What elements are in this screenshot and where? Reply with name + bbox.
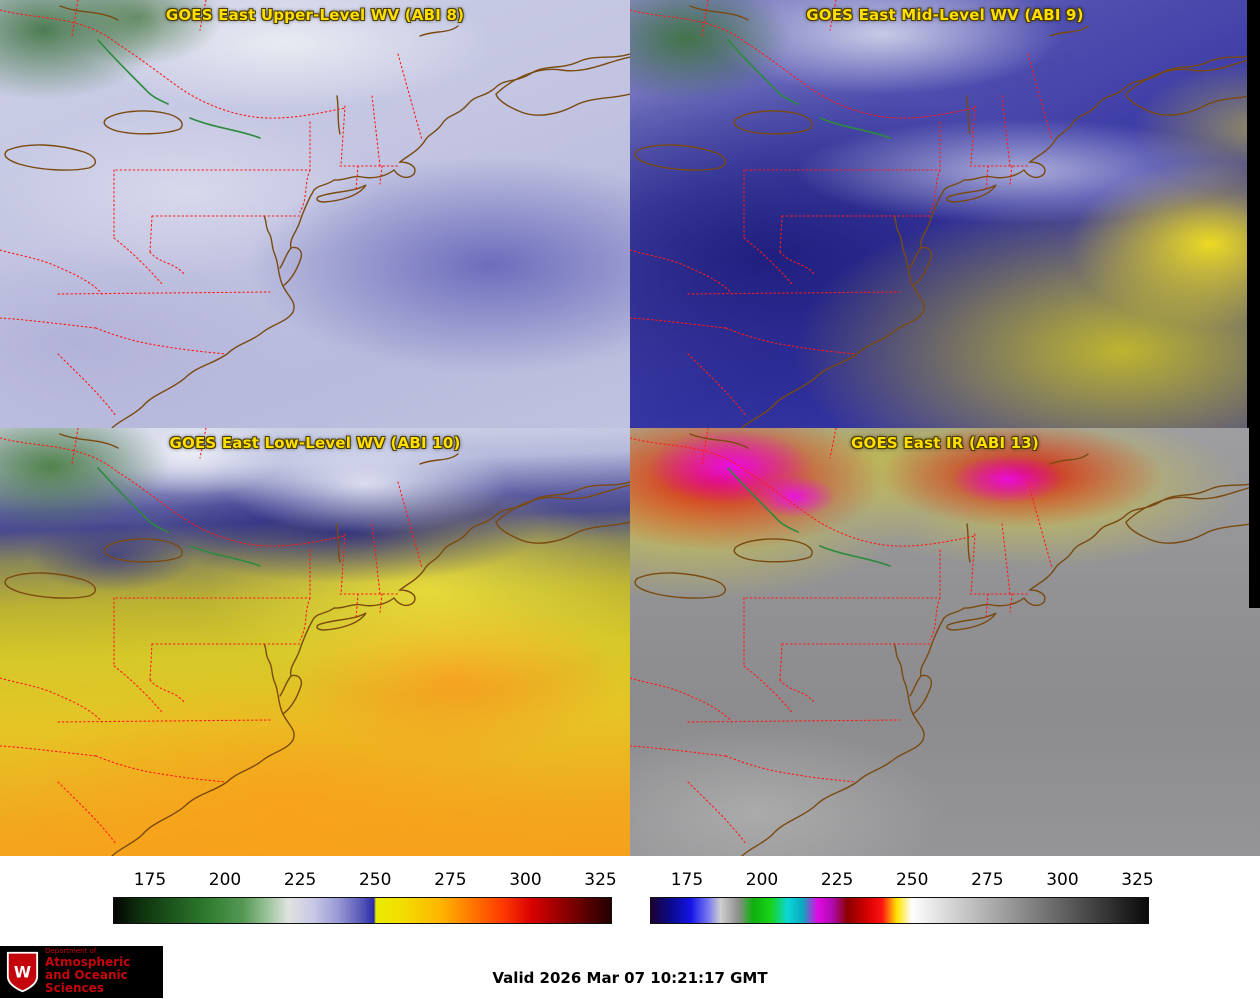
dept-line-1: Department of [45,947,97,956]
uw-crest-icon: W [6,951,39,993]
panel-title-mid-level-wv: GOES East Mid-Level WV (ABI 9) [806,6,1084,24]
panel-mid-level-wv: GOES East Mid-Level WV (ABI 9) [630,0,1260,428]
uw-aos-logo: W Department of Atmospheric and Oceanic … [0,946,163,998]
colorbar-wv-gradient [113,897,612,924]
tick-label-300: 300 [509,870,542,890]
map-overlay [0,428,630,856]
colorbar-wv-ticks: 175 200 225 250 275 300 325 [113,870,617,894]
colorbar-wv: 175 200 225 250 275 300 325 [113,870,617,924]
tick-label-175: 175 [670,870,704,890]
tick-label-200: 200 [208,870,242,890]
panel-title-ir: GOES East IR (ABI 13) [850,434,1039,452]
tick-label-275: 275 [434,870,467,890]
logo-text: Department of Atmospheric and Oceanic Sc… [45,948,157,995]
footer: W Department of Atmospheric and Oceanic … [0,945,1260,999]
tick-label-225: 225 [820,870,854,890]
panel-title-upper-level-wv: GOES East Upper-Level WV (ABI 8) [165,6,465,24]
dept-line-2: Atmospheric [45,955,131,970]
colorbar-ir-gradient [650,897,1149,924]
colorbar-ir-ticks: 175 200 225 250 275 300 325 [650,870,1154,894]
colorbar-ir: 175 200 225 250 275 300 325 [650,870,1154,924]
tick-label-325: 325 [584,870,617,890]
panel-low-level-wv: GOES East Low-Level WV (ABI 10) [0,428,630,856]
dept-line-3: and Oceanic Sciences [45,968,128,996]
tick-label-300: 300 [1046,870,1079,890]
map-overlay [630,0,1260,428]
panel-ir: GOES East IR (ABI 13) [630,428,1260,856]
panel-upper-level-wv: GOES East Upper-Level WV (ABI 8) [0,0,630,428]
tick-label-325: 325 [1121,870,1154,890]
tick-label-175: 175 [133,870,167,890]
crest-letter: W [14,964,31,982]
tick-label-250: 250 [358,870,392,890]
map-overlay [630,428,1260,856]
tick-label-225: 225 [283,870,317,890]
panel-title-low-level-wv: GOES East Low-Level WV (ABI 10) [169,434,461,452]
tick-label-250: 250 [895,870,929,890]
valid-timestamp: Valid 2026 Mar 07 10:21:17 GMT [492,969,768,987]
tick-label-275: 275 [971,870,1004,890]
crest-shield [6,951,39,993]
colorbar-section: 175 200 225 250 275 300 325 175 200 225 … [0,856,1260,945]
satellite-quad-grid: GOES East Upper-Level WV (ABI 8) GOES Ea… [0,0,1260,856]
tick-label-200: 200 [745,870,779,890]
map-overlay [0,0,630,428]
